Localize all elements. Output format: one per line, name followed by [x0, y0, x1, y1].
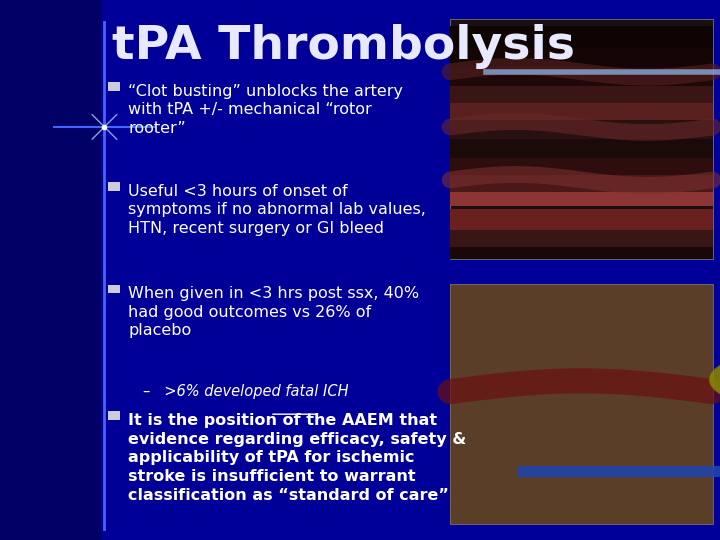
Ellipse shape	[709, 358, 720, 401]
Bar	[450, 82, 713, 103]
Bar	[450, 284, 713, 524]
Bar	[450, 238, 713, 259]
Text: Useful <3 hours of onset of
symptoms if no abnormal lab values,
HTN, recent surg: Useful <3 hours of onset of symptoms if …	[128, 184, 426, 236]
Bar	[450, 209, 713, 231]
Text: –   >6% developed fatal ICH: – >6% developed fatal ICH	[143, 384, 348, 399]
Bar	[108, 182, 120, 191]
Bar	[450, 19, 713, 259]
Text: tPA Thrombolysis: tPA Thrombolysis	[112, 24, 575, 69]
Text: It is the position of the AAEM that
evidence regarding efficacy, safety &
applic: It is the position of the AAEM that evid…	[128, 413, 467, 503]
Text: When given in <3 hrs post ssx, 40%
had good outcomes vs 26% of
placebo: When given in <3 hrs post ssx, 40% had g…	[128, 286, 419, 339]
Bar	[450, 65, 713, 86]
Bar	[450, 137, 713, 158]
Bar	[108, 82, 120, 91]
Text: “Clot busting” unblocks the artery
with tPA +/- mechanical “rotor
rooter”: “Clot busting” unblocks the artery with …	[128, 84, 403, 136]
Bar	[450, 185, 713, 206]
Bar	[450, 170, 713, 192]
Bar	[450, 26, 713, 48]
Bar	[450, 226, 713, 247]
Bar	[450, 117, 713, 139]
Bar	[108, 411, 120, 420]
Bar	[0, 0, 101, 540]
Bar	[108, 285, 120, 293]
Bar	[450, 284, 713, 524]
Bar	[450, 153, 713, 175]
Bar	[450, 98, 713, 120]
Bar	[450, 45, 713, 67]
